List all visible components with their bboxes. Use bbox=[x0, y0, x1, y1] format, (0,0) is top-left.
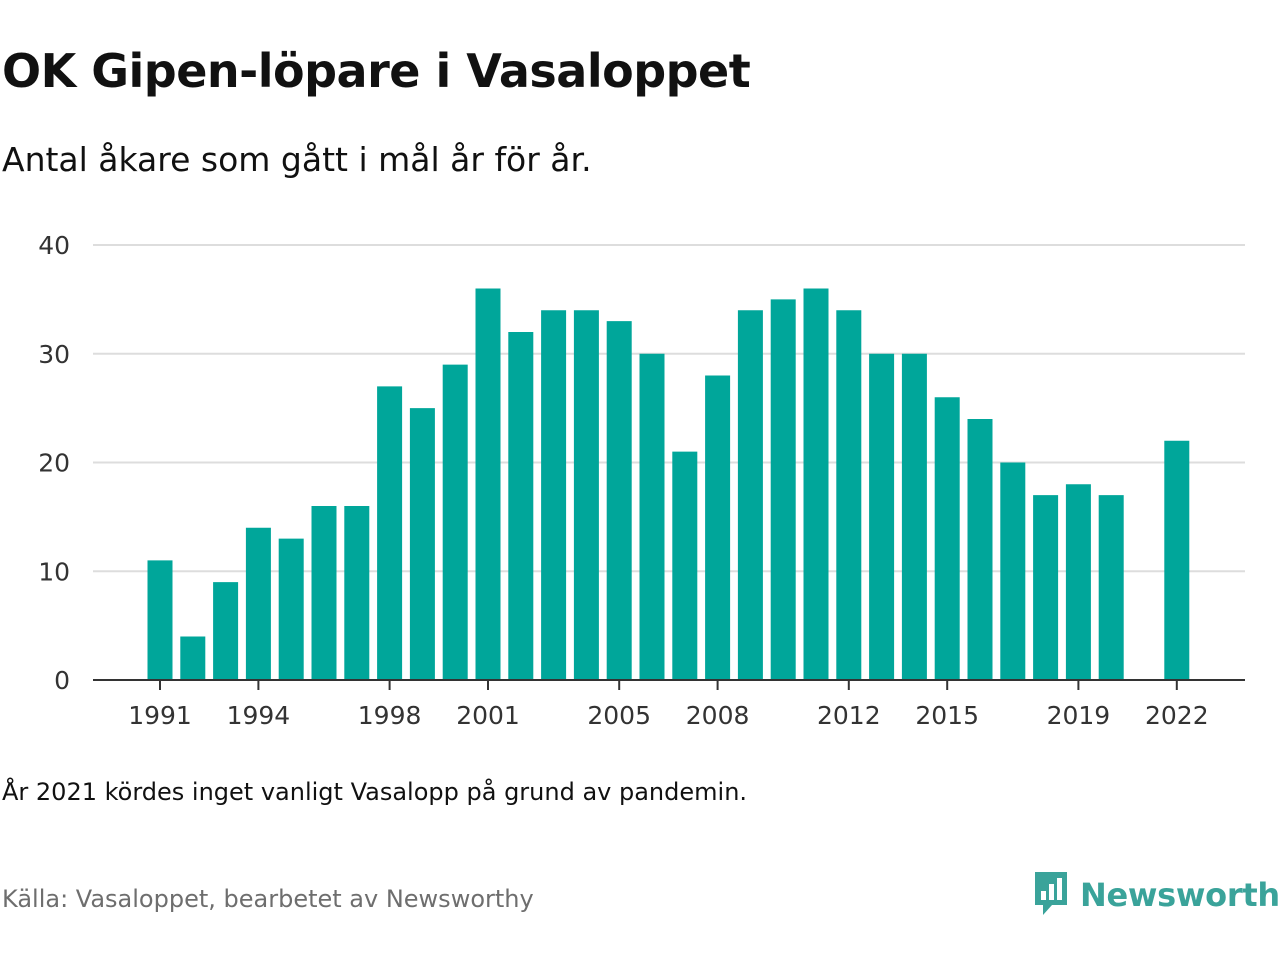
bar-chart: 0 10 20 30 40 1991 1994 1998 2001 2005 2008 2012 201… bbox=[38, 231, 1245, 730]
brand-name: Newsworthy bbox=[1080, 876, 1280, 914]
chart-note: År 2021 kördes inget vanligt Vasalopp på… bbox=[2, 778, 748, 806]
source-credit: Källa: Vasaloppet, bearbetet av Newswort… bbox=[2, 885, 534, 913]
bar-2013 bbox=[869, 353, 895, 680]
x-tick-label-1991: 1991 bbox=[128, 701, 192, 730]
x-tick-label-2008: 2008 bbox=[686, 701, 750, 730]
bar-2020 bbox=[1098, 495, 1124, 680]
bar-1999 bbox=[409, 408, 435, 680]
bar-2016 bbox=[967, 419, 993, 680]
bar-2001 bbox=[475, 288, 501, 680]
bar-1992 bbox=[180, 636, 206, 680]
y-tick-label-10: 10 bbox=[38, 557, 70, 586]
bar-2006 bbox=[639, 353, 665, 680]
bar-2015 bbox=[934, 397, 960, 680]
bar-2004 bbox=[573, 310, 599, 680]
y-tick-label-40: 40 bbox=[38, 231, 70, 260]
bar-2012 bbox=[836, 310, 862, 680]
bar-1997 bbox=[344, 506, 370, 680]
bar-2008 bbox=[705, 375, 731, 680]
bar-2018 bbox=[1033, 495, 1059, 680]
bars bbox=[147, 288, 1190, 680]
newsworthy-brand: Newsworthy bbox=[1032, 870, 1280, 920]
bar-2009 bbox=[737, 310, 763, 680]
bar-2017 bbox=[1000, 462, 1026, 680]
bar-2005 bbox=[606, 321, 632, 680]
bar-1993 bbox=[213, 582, 239, 680]
x-tick-label-2015: 2015 bbox=[915, 701, 979, 730]
bar-2022 bbox=[1164, 440, 1190, 680]
x-tick-label-2005: 2005 bbox=[587, 701, 651, 730]
x-tick-label-2019: 2019 bbox=[1047, 701, 1111, 730]
newsworthy-logo-icon bbox=[1032, 869, 1070, 921]
y-tick-label-0: 0 bbox=[54, 666, 70, 695]
bar-2002 bbox=[508, 332, 534, 680]
chart-subtitle: Antal åkare som gått i mål år för år. bbox=[2, 140, 592, 179]
bar-1995 bbox=[278, 538, 304, 680]
y-tick-label-20: 20 bbox=[38, 449, 70, 478]
x-tick-label-2022: 2022 bbox=[1145, 701, 1209, 730]
bar-2011 bbox=[803, 288, 829, 680]
bar-2000 bbox=[442, 364, 468, 680]
y-tick-label-30: 30 bbox=[38, 340, 70, 369]
bar-1998 bbox=[377, 386, 403, 680]
x-tick-label-2012: 2012 bbox=[817, 701, 881, 730]
bar-1996 bbox=[311, 506, 337, 680]
bar-2003 bbox=[541, 310, 567, 680]
x-tick-label-1994: 1994 bbox=[227, 701, 291, 730]
axes: 0 10 20 30 40 1991 1994 1998 2001 2005 2008 2012 201… bbox=[38, 231, 1245, 730]
bar-1994 bbox=[245, 527, 271, 680]
chart-title: OK Gipen-löpare i Vasaloppet bbox=[2, 44, 751, 98]
x-tick-label-1998: 1998 bbox=[358, 701, 422, 730]
bar-2019 bbox=[1065, 484, 1091, 680]
bar-2014 bbox=[901, 353, 927, 680]
bar-1991 bbox=[147, 560, 173, 680]
x-tick-label-2001: 2001 bbox=[456, 701, 520, 730]
bar-2010 bbox=[770, 299, 796, 680]
bar-2007 bbox=[672, 451, 698, 680]
